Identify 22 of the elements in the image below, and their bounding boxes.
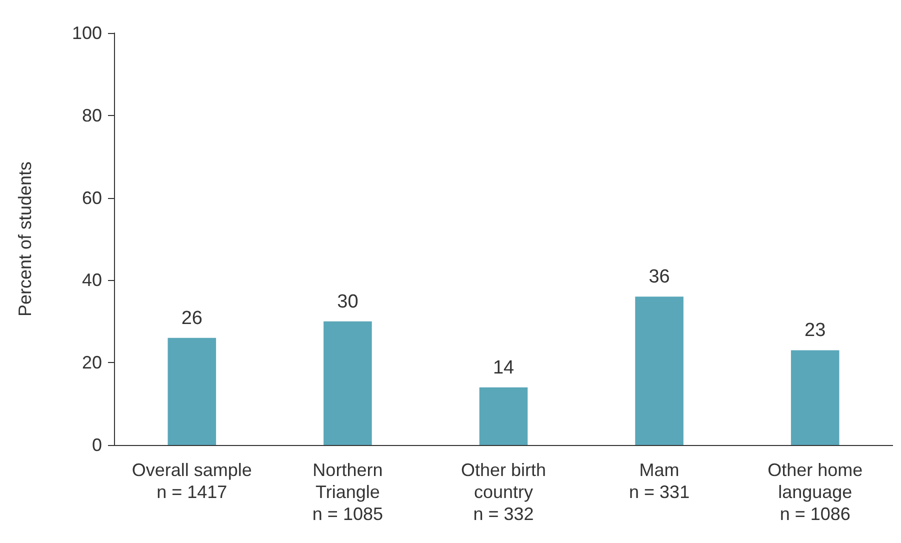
x-tick-label: Other birth country n = 332 — [460, 460, 546, 524]
bar — [790, 350, 840, 445]
y-tick-label: 20 — [82, 352, 102, 373]
data-label: 14 — [492, 357, 514, 378]
y-tick-label: 80 — [82, 105, 102, 126]
x-tick-label: Mam n = 331 — [629, 460, 690, 502]
x-tick-label: Northern Triangle n = 1085 — [312, 460, 383, 524]
bar — [168, 338, 216, 445]
y-tick-label: 40 — [82, 270, 102, 290]
y-tick-label: 0 — [92, 435, 102, 455]
data-label: 23 — [804, 320, 826, 342]
data-label: 26 — [181, 308, 202, 329]
bar — [635, 296, 684, 445]
y-tick-label: 60 — [82, 188, 102, 208]
x-tick-label: Other home language n = 1086 — [768, 460, 863, 524]
bar — [324, 321, 372, 445]
x-tick-label: Overall sample n = 1417 — [132, 460, 252, 502]
data-label: 30 — [337, 291, 358, 312]
y-tick-label: 100 — [72, 23, 102, 43]
data-label: 36 — [648, 266, 670, 288]
bar — [479, 387, 528, 445]
y-axis-title: Percent of students — [15, 161, 35, 317]
